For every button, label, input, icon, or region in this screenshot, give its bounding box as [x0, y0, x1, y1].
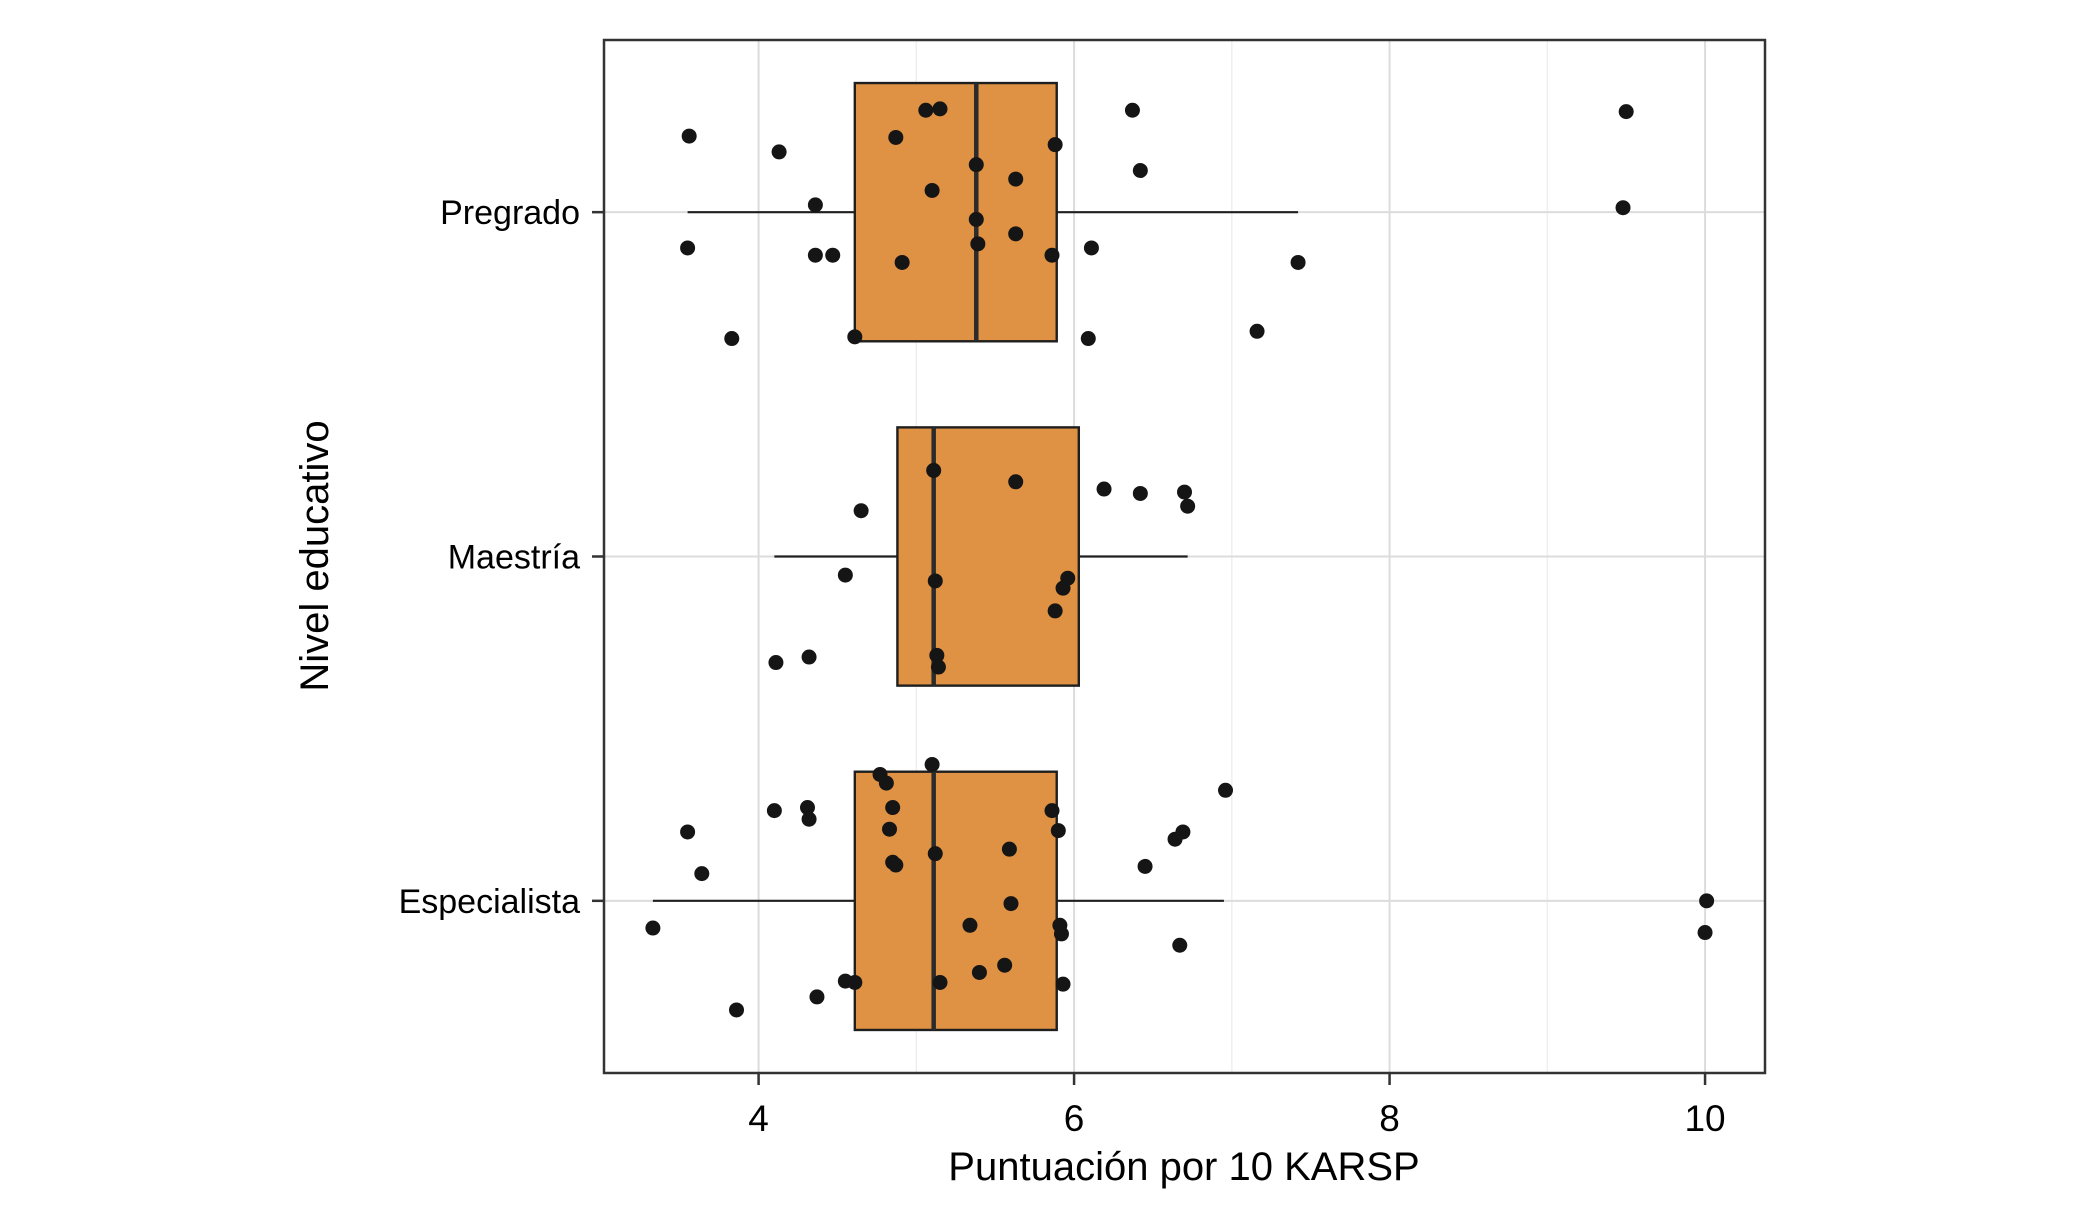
box-maestria	[896, 426, 1081, 687]
jitter-point-maestria	[1132, 485, 1148, 501]
jitter-point-pregrado	[1044, 247, 1060, 263]
jitter-point-especialista	[801, 811, 817, 827]
jitter-point-pregrado	[888, 129, 904, 145]
jitter-point-maestria	[926, 462, 942, 478]
jitter-point-pregrado	[825, 247, 841, 263]
jitter-point-pregrado	[1615, 200, 1631, 216]
jitter-point-especialista	[1055, 976, 1071, 992]
jitter-point-pregrado	[918, 102, 934, 118]
jitter-point-especialista	[932, 974, 948, 990]
x-axis-title: Puntuación por 10 KARSP	[948, 1145, 1419, 1189]
jitter-point-pregrado	[968, 157, 984, 173]
y-tick-label: Maestría	[448, 539, 580, 577]
jitter-point-pregrado	[894, 254, 910, 270]
jitter-point-especialista	[924, 756, 940, 772]
jitter-point-pregrado	[970, 236, 986, 252]
jitter-point-pregrado	[1008, 226, 1024, 242]
jitter-point-maestria	[801, 649, 817, 665]
jitter-point-pregrado	[1083, 240, 1099, 256]
jitter-point-pregrado	[724, 331, 740, 347]
jitter-point-especialista	[1001, 841, 1017, 857]
box-especialista	[853, 770, 1058, 1032]
jitter-point-pregrado	[1249, 323, 1265, 339]
x-tick-label: 6	[1064, 1098, 1085, 1139]
jitter-point-pregrado	[924, 182, 940, 198]
jitter-point-especialista	[799, 800, 815, 816]
y-tick-label: Especialista	[399, 883, 581, 921]
jitter-point-pregrado	[681, 128, 697, 144]
jitter-point-maestria	[927, 573, 943, 589]
jitter-point-pregrado	[1008, 171, 1024, 187]
jitter-point-especialista	[680, 824, 696, 840]
jitter-point-especialista	[809, 989, 825, 1005]
jitter-point-maestria	[1055, 580, 1071, 596]
x-tick-label: 10	[1684, 1098, 1725, 1139]
jitter-point-especialista	[847, 974, 863, 990]
jitter-point-pregrado	[1618, 104, 1634, 120]
jitter-point-especialista	[1172, 937, 1188, 953]
jitter-point-maestria	[853, 503, 869, 519]
jitter-point-pregrado	[932, 101, 948, 117]
jitter-point-pregrado	[1290, 254, 1306, 270]
x-tick-label: 4	[748, 1098, 769, 1139]
jitter-point-pregrado	[1080, 331, 1096, 347]
jitter-point-especialista	[1137, 858, 1153, 874]
jitter-point-especialista	[645, 920, 661, 936]
jitter-point-maestria	[1177, 484, 1192, 500]
jitter-point-especialista	[1003, 896, 1019, 912]
box-pregrado	[853, 81, 1058, 343]
jitter-point-especialista	[962, 917, 978, 933]
jitter-point-maestria	[1047, 603, 1063, 619]
jitter-point-maestria	[837, 567, 853, 583]
jitter-point-pregrado	[807, 247, 823, 263]
jitter-point-pregrado	[968, 211, 984, 227]
jitter-point-especialista	[1044, 803, 1060, 819]
jitter-point-maestria	[930, 659, 946, 675]
jitter-point-especialista	[997, 957, 1013, 973]
x-tick-label: 8	[1379, 1098, 1400, 1139]
jitter-point-pregrado	[807, 197, 823, 213]
jitter-point-pregrado	[680, 240, 696, 256]
jitter-point-maestria	[768, 655, 784, 671]
jitter-point-especialista	[1218, 782, 1234, 798]
jitter-point-maestria	[1008, 474, 1024, 490]
jitter-point-pregrado	[1124, 102, 1140, 118]
jitter-point-especialista	[885, 800, 901, 816]
jitter-point-especialista	[1175, 824, 1191, 840]
y-axis-title: Nivel educativo	[293, 420, 337, 691]
jitter-point-maestria	[1096, 481, 1112, 497]
jitter-point-especialista	[1697, 925, 1713, 941]
jitter-point-especialista	[1053, 926, 1069, 942]
jitter-point-pregrado	[771, 144, 787, 160]
y-tick-label: Pregrado	[440, 194, 580, 232]
jitter-point-especialista	[882, 821, 898, 837]
chart-layer: 4 6 8 10 Pregrado Maestría Especialista	[399, 38, 1767, 1139]
jitter-point-especialista	[766, 803, 782, 819]
jitter-point-especialista	[888, 857, 904, 873]
jitter-point-especialista	[729, 1002, 745, 1018]
jitter-point-pregrado	[847, 329, 863, 345]
jitter-point-maestria	[1180, 498, 1196, 514]
jitter-point-especialista	[878, 775, 894, 791]
jitter-point-especialista	[927, 846, 943, 862]
jitter-point-especialista	[1699, 893, 1715, 909]
jitter-point-especialista	[1050, 823, 1066, 839]
jitter-point-maestria	[929, 647, 945, 663]
jitter-point-pregrado	[1132, 163, 1148, 179]
jitter-point-pregrado	[1047, 137, 1063, 153]
jitter-point-especialista	[694, 866, 710, 882]
jitter-point-especialista	[971, 964, 987, 980]
